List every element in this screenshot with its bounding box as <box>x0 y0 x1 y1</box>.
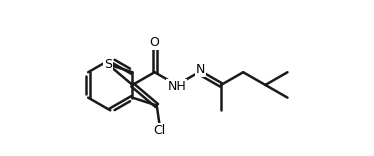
Text: Cl: Cl <box>154 124 166 137</box>
Text: NH: NH <box>168 80 186 93</box>
Text: N: N <box>196 63 205 76</box>
Text: S: S <box>104 58 112 71</box>
Text: O: O <box>150 36 160 49</box>
